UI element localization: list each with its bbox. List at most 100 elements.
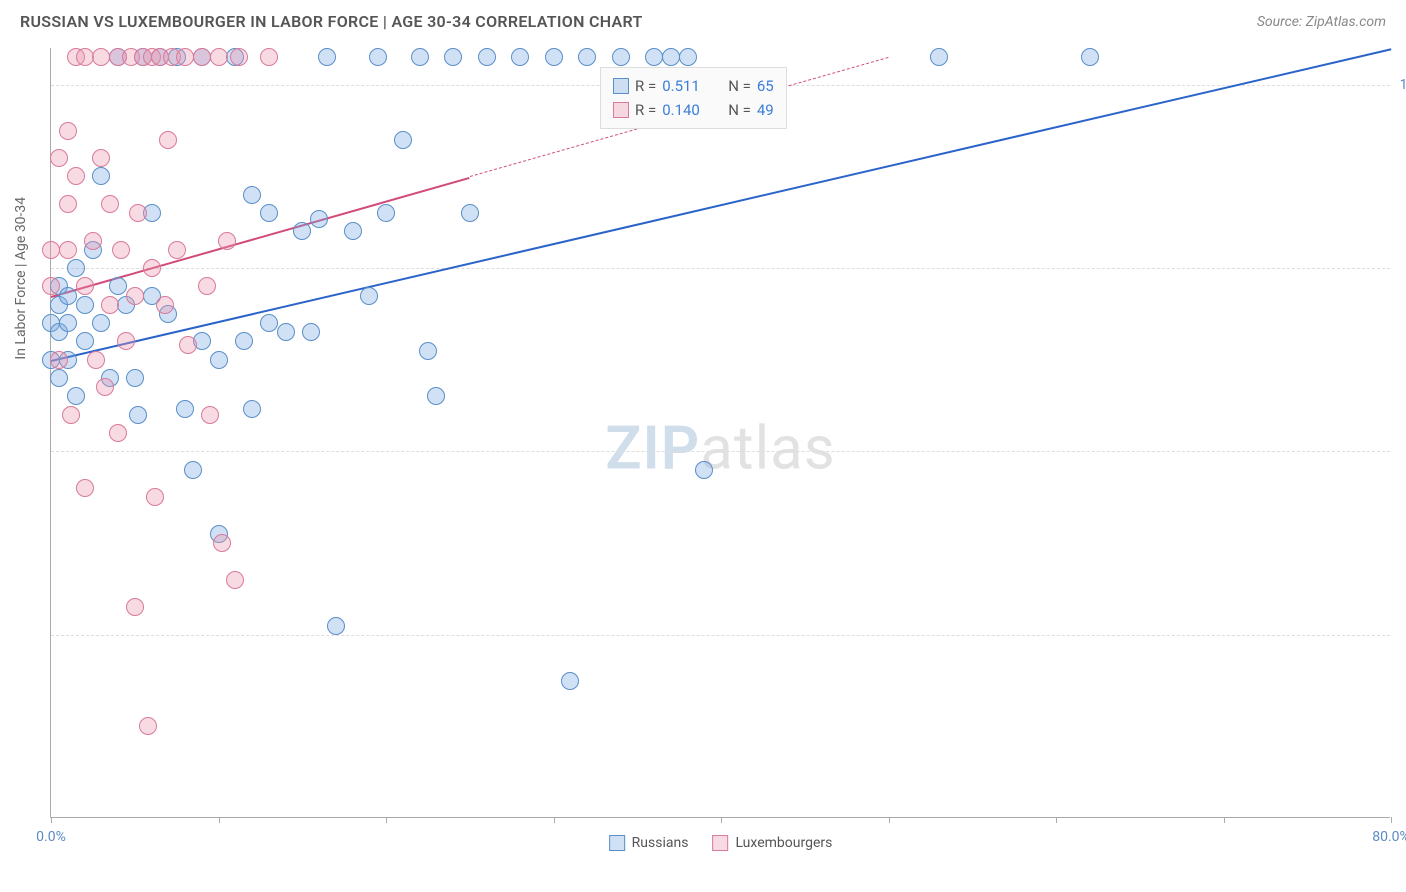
data-point — [62, 406, 80, 424]
legend-label: Russians — [632, 835, 689, 851]
data-point — [126, 598, 144, 616]
data-point — [444, 48, 462, 66]
data-point — [201, 406, 219, 424]
legend-swatch — [613, 102, 629, 118]
data-point — [695, 461, 713, 479]
x-tick — [219, 817, 220, 823]
x-tick — [889, 817, 890, 823]
data-point — [67, 167, 85, 185]
legend-swatch — [613, 78, 629, 94]
data-point — [109, 424, 127, 442]
data-point — [310, 210, 328, 228]
r-value: 0.511 — [662, 77, 712, 95]
data-point — [146, 488, 164, 506]
n-label: N = — [728, 101, 751, 119]
x-tick — [554, 817, 555, 823]
data-point — [193, 48, 211, 66]
data-point — [578, 48, 596, 66]
data-point — [243, 400, 261, 418]
data-point — [109, 277, 127, 295]
data-point — [545, 48, 563, 66]
x-tick — [51, 817, 52, 823]
data-point — [930, 48, 948, 66]
data-point — [260, 204, 278, 222]
data-point — [126, 369, 144, 387]
data-point — [101, 296, 119, 314]
data-point — [210, 351, 228, 369]
legend-item: Luxembourgers — [712, 835, 832, 851]
data-point — [226, 571, 244, 589]
legend-swatch — [609, 835, 625, 851]
data-point — [143, 259, 161, 277]
legend-label: Luxembourgers — [735, 835, 832, 851]
data-point — [243, 186, 261, 204]
r-value: 0.140 — [662, 101, 712, 119]
data-point — [235, 332, 253, 350]
data-point — [293, 222, 311, 240]
n-label: N = — [728, 77, 751, 95]
data-point — [327, 617, 345, 635]
x-tick-label: 0.0% — [36, 829, 66, 845]
y-tick-label: 100.0% — [1400, 77, 1406, 93]
data-point — [59, 287, 77, 305]
data-point — [260, 314, 278, 332]
data-point — [344, 222, 362, 240]
series-legend: Russians Luxembourgers — [609, 835, 833, 851]
chart-title: RUSSIAN VS LUXEMBOURGER IN LABOR FORCE |… — [20, 12, 643, 31]
data-point — [612, 48, 630, 66]
legend-swatch — [712, 835, 728, 851]
data-point — [92, 314, 110, 332]
data-point — [184, 461, 202, 479]
data-point — [478, 48, 496, 66]
data-point — [92, 167, 110, 185]
data-point — [87, 351, 105, 369]
data-point — [139, 717, 157, 735]
data-point — [198, 277, 216, 295]
data-point — [168, 241, 186, 259]
data-point — [511, 48, 529, 66]
data-point — [394, 131, 412, 149]
data-point — [679, 48, 697, 66]
legend-item: Russians — [609, 835, 689, 851]
data-point — [59, 314, 77, 332]
chart-container: In Labor Force | Age 30-34 ZIPatlas 70.0… — [50, 48, 1390, 818]
data-point — [42, 241, 60, 259]
x-tick — [1056, 817, 1057, 823]
gridline — [51, 451, 1390, 452]
x-tick — [386, 817, 387, 823]
data-point — [662, 48, 680, 66]
x-tick — [1391, 817, 1392, 823]
data-point — [360, 287, 378, 305]
data-point — [76, 48, 94, 66]
gridline — [51, 635, 1390, 636]
plot-area: In Labor Force | Age 30-34 ZIPatlas 70.0… — [50, 48, 1390, 818]
data-point — [92, 149, 110, 167]
x-tick-label: 80.0% — [1372, 829, 1406, 845]
data-point — [318, 48, 336, 66]
data-point — [210, 48, 228, 66]
data-point — [126, 287, 144, 305]
data-point — [159, 131, 177, 149]
data-point — [645, 48, 663, 66]
data-point — [50, 351, 68, 369]
data-point — [76, 296, 94, 314]
data-point — [96, 378, 114, 396]
n-value: 65 — [757, 77, 774, 95]
data-point — [59, 241, 77, 259]
data-point — [176, 48, 194, 66]
data-point — [218, 232, 236, 250]
data-point — [84, 232, 102, 250]
data-point — [76, 479, 94, 497]
data-point — [213, 534, 231, 552]
data-point — [369, 48, 387, 66]
data-point — [92, 48, 110, 66]
data-point — [59, 195, 77, 213]
r-label: R = — [635, 77, 656, 95]
source-attribution: Source: ZipAtlas.com — [1257, 14, 1386, 30]
data-point — [230, 48, 248, 66]
y-axis-title: In Labor Force | Age 30-34 — [13, 196, 29, 359]
data-point — [76, 332, 94, 350]
data-point — [427, 387, 445, 405]
n-value: 49 — [757, 101, 774, 119]
data-point — [377, 204, 395, 222]
